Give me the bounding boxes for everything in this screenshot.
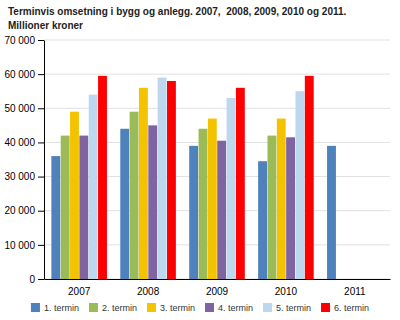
y-tick-mark: [38, 74, 44, 75]
bar: [130, 112, 139, 279]
bar: [336, 279, 345, 280]
y-tick-mark: [38, 40, 44, 41]
x-tick-label: 2010: [275, 286, 298, 297]
x-tick: 2008: [137, 286, 160, 297]
y-tick: 60 000: [4, 69, 44, 80]
bar: [79, 136, 88, 279]
bar-series: [98, 76, 314, 279]
grid: [44, 40, 390, 279]
bar: [148, 125, 157, 279]
bar-series: [89, 78, 305, 279]
x-tick: 2011: [344, 286, 366, 297]
bar: [258, 161, 267, 279]
x-tick-label: 2011: [344, 286, 366, 297]
y-tick-mark: [38, 177, 44, 178]
bar: [374, 279, 383, 280]
x-tick: 2010: [275, 286, 298, 297]
legend-swatch: [31, 303, 40, 312]
bar: [70, 112, 79, 279]
bar: [286, 137, 295, 279]
bar: [167, 81, 176, 279]
bar: [227, 98, 236, 279]
y-tick-label: 60 000: [4, 69, 35, 80]
legend-swatch: [321, 303, 330, 312]
y-tick-label: 20 000: [4, 205, 35, 216]
y-tick: 50 000: [4, 103, 44, 114]
bar: [305, 76, 314, 279]
y-tick-label: 70 000: [4, 35, 35, 46]
x-tick: 2009: [206, 286, 229, 297]
y-tick-label: 30 000: [4, 171, 35, 182]
legend-label: 1. termin: [44, 303, 79, 313]
bar: [267, 136, 276, 279]
x-tick-label: 2007: [68, 286, 91, 297]
y-tick-mark: [38, 245, 44, 246]
legend-item: 4. termin: [205, 303, 253, 313]
bar-series: [79, 125, 295, 279]
bar: [139, 88, 148, 279]
bar: [346, 279, 355, 280]
y-tick: 30 000: [4, 171, 44, 182]
bar: [98, 76, 107, 279]
x-axis: 2007 2008 2009 2010 2011: [45, 280, 391, 298]
y-tick: 70 000: [4, 35, 44, 46]
bar: [355, 279, 364, 280]
y-tick-label: 50 000: [4, 103, 35, 114]
legend-swatch: [89, 303, 98, 312]
x-axis-line: [45, 279, 391, 280]
legend-item: 2. termin: [89, 303, 137, 313]
bar: [217, 141, 226, 279]
y-axis-line: [44, 41, 45, 280]
legend-swatch: [147, 303, 156, 312]
bar: [236, 88, 245, 279]
legend: 1. termin 2. termin 3. termin 4. termin 5. t…: [31, 303, 369, 313]
bar: [199, 129, 208, 279]
legend-item: 1. termin: [31, 303, 79, 313]
y-tick-label: 10 000: [4, 240, 35, 251]
y-tick-mark: [38, 142, 44, 143]
bar: [61, 136, 70, 279]
legend-label: 5. termin: [276, 303, 311, 313]
bar: [277, 119, 286, 279]
legend-item: 5. termin: [263, 303, 311, 313]
subtitle: Millioner kroner: [8, 20, 83, 31]
y-tick-mark: [38, 108, 44, 109]
x-tick: 2007: [68, 286, 91, 297]
grid-line: [44, 74, 390, 75]
legend-label: 3. termin: [160, 303, 195, 313]
bar: [158, 78, 167, 279]
y-tick: 40 000: [4, 137, 44, 148]
y-tick: 20 000: [4, 205, 44, 216]
y-tick: 0: [29, 274, 44, 285]
bar: [208, 119, 217, 279]
bar: [364, 279, 373, 280]
title: Terminvis omsetning i bygg og anlegg. 20…: [8, 6, 347, 17]
bar: [89, 95, 98, 279]
y-tick-mark: [38, 279, 44, 280]
legend-item: 6. termin: [321, 303, 369, 313]
legend-label: 4. termin: [218, 303, 253, 313]
x-tick-label: 2008: [137, 286, 160, 297]
chart: Terminvis omsetning i bygg og anlegg. 20…: [0, 0, 400, 320]
x-tick-label: 2009: [206, 286, 229, 297]
legend-label: 6. termin: [334, 303, 369, 313]
bar: [120, 129, 129, 279]
grid-line: [44, 40, 390, 41]
y-tick: 10 000: [4, 240, 44, 251]
legend-item: 3. termin: [147, 303, 195, 313]
plot: 0 10 000 20 000 30 000 40 000 50 000 60 000 70 …: [4, 35, 390, 297]
legend-swatch: [263, 303, 272, 312]
y-tick-mark: [38, 211, 44, 212]
bars: [51, 76, 336, 279]
bar: [189, 146, 198, 279]
y-tick-label: 0: [29, 274, 35, 285]
y-axis: 0 10 000 20 000 30 000 40 000 50 000 60 000 70 …: [4, 35, 44, 285]
bar: [51, 156, 60, 279]
y-tick-label: 40 000: [4, 137, 35, 148]
bar: [295, 91, 304, 279]
legend-swatch: [205, 303, 214, 312]
legend-label: 2. termin: [102, 303, 137, 313]
bar: [327, 146, 336, 279]
